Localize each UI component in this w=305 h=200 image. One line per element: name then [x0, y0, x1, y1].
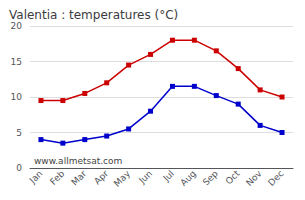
svg-text:10: 10	[11, 92, 23, 102]
svg-text:20: 20	[11, 21, 23, 31]
svg-text:Apr: Apr	[92, 168, 110, 186]
svg-text:Jul: Jul	[161, 168, 176, 183]
svg-text:Dec: Dec	[266, 168, 285, 187]
svg-text:Nov: Nov	[244, 168, 264, 188]
svg-text:Feb: Feb	[48, 168, 67, 187]
svg-text:May: May	[112, 168, 133, 189]
svg-text:Aug: Aug	[178, 168, 197, 187]
svg-text:Mar: Mar	[69, 168, 88, 187]
svg-text:15: 15	[11, 57, 22, 67]
svg-text:Oct: Oct	[224, 168, 242, 186]
svg-text:Sep: Sep	[201, 168, 220, 187]
svg-text:Jun: Jun	[136, 168, 154, 186]
svg-text:Jan: Jan	[27, 168, 45, 186]
svg-text:www.allmetsat.com: www.allmetsat.com	[34, 156, 122, 166]
svg-text:0: 0	[16, 163, 22, 173]
svg-text:5: 5	[16, 128, 22, 138]
svg-text:Valentia : temperatures (°C): Valentia : temperatures (°C)	[9, 8, 178, 22]
